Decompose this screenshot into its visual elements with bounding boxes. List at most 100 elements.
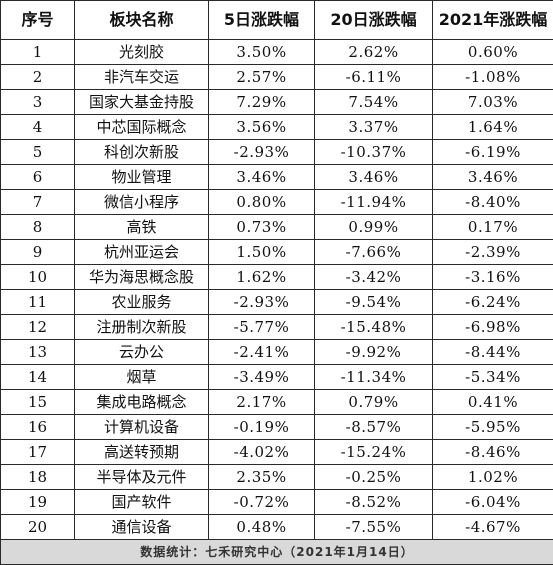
row-20day-change: 3.37%: [315, 115, 433, 140]
row-20day-change: -7.66%: [315, 240, 433, 265]
row-2021-change: -8.40%: [433, 190, 553, 215]
row-sector-name: 国产软件: [75, 490, 209, 515]
row-20day-change: -3.42%: [315, 265, 433, 290]
row-sector-name: 高送转预期: [75, 440, 209, 465]
row-2021-change: 0.60%: [433, 40, 553, 65]
header-2021-change: 2021年涨跌幅: [433, 1, 553, 40]
row-sector-name: 注册制次新股: [75, 315, 209, 340]
row-2021-change: -2.39%: [433, 240, 553, 265]
row-20day-change: -15.48%: [315, 315, 433, 340]
row-index: 15: [1, 390, 75, 415]
row-5day-change: 3.50%: [209, 40, 315, 65]
row-5day-change: 2.35%: [209, 465, 315, 490]
row-index: 1: [1, 40, 75, 65]
row-index: 13: [1, 340, 75, 365]
row-2021-change: -6.19%: [433, 140, 553, 165]
row-index: 18: [1, 465, 75, 490]
row-2021-change: -1.08%: [433, 65, 553, 90]
row-5day-change: 1.50%: [209, 240, 315, 265]
row-index: 2: [1, 65, 75, 90]
row-20day-change: 7.54%: [315, 90, 433, 115]
row-5day-change: -0.19%: [209, 415, 315, 440]
row-index: 7: [1, 190, 75, 215]
row-sector-name: 云办公: [75, 340, 209, 365]
row-sector-name: 科创次新股: [75, 140, 209, 165]
row-sector-name: 高铁: [75, 215, 209, 240]
row-5day-change: 3.56%: [209, 115, 315, 140]
row-index: 9: [1, 240, 75, 265]
row-5day-change: 2.57%: [209, 65, 315, 90]
row-20day-change: -7.55%: [315, 515, 433, 540]
row-index: 16: [1, 415, 75, 440]
row-sector-name: 微信小程序: [75, 190, 209, 215]
row-20day-change: -9.92%: [315, 340, 433, 365]
row-5day-change: -2.93%: [209, 290, 315, 315]
footer-row: 数据统计：七禾研究中心（2021年1月14日）: [1, 540, 553, 565]
row-sector-name: 中芯国际概念: [75, 115, 209, 140]
row-2021-change: -6.98%: [433, 315, 553, 340]
row-2021-change: 1.02%: [433, 465, 553, 490]
row-index: 19: [1, 490, 75, 515]
row-index: 3: [1, 90, 75, 115]
row-2021-change: -8.46%: [433, 440, 553, 465]
row-20day-change: -11.94%: [315, 190, 433, 215]
row-5day-change: 7.29%: [209, 90, 315, 115]
header-index: 序号: [1, 1, 75, 40]
row-index: 20: [1, 515, 75, 540]
header-5day-change: 5日涨跌幅: [209, 1, 315, 40]
row-5day-change: 0.48%: [209, 515, 315, 540]
row-index: 6: [1, 165, 75, 190]
row-2021-change: -5.34%: [433, 365, 553, 390]
row-sector-name: 农业服务: [75, 290, 209, 315]
row-20day-change: 0.79%: [315, 390, 433, 415]
row-index: 17: [1, 440, 75, 465]
row-index: 10: [1, 265, 75, 290]
row-2021-change: -3.16%: [433, 265, 553, 290]
row-20day-change: -10.37%: [315, 140, 433, 165]
row-5day-change: 2.17%: [209, 390, 315, 415]
row-sector-name: 华为海思概念股: [75, 265, 209, 290]
row-index: 12: [1, 315, 75, 340]
row-20day-change: -15.24%: [315, 440, 433, 465]
row-20day-change: 3.46%: [315, 165, 433, 190]
row-2021-change: -5.95%: [433, 415, 553, 440]
row-2021-change: 0.41%: [433, 390, 553, 415]
row-20day-change: 0.99%: [315, 215, 433, 240]
row-index: 14: [1, 365, 75, 390]
row-sector-name: 烟草: [75, 365, 209, 390]
row-2021-change: -4.67%: [433, 515, 553, 540]
row-sector-name: 集成电路概念: [75, 390, 209, 415]
data-source-note: 数据统计：七禾研究中心（2021年1月14日）: [1, 540, 553, 565]
row-5day-change: -2.41%: [209, 340, 315, 365]
row-index: 4: [1, 115, 75, 140]
row-20day-change: -6.11%: [315, 65, 433, 90]
row-20day-change: -0.25%: [315, 465, 433, 490]
row-2021-change: 1.64%: [433, 115, 553, 140]
header-sector-name: 板块名称: [75, 1, 209, 40]
row-20day-change: -9.54%: [315, 290, 433, 315]
row-2021-change: -6.04%: [433, 490, 553, 515]
row-5day-change: 0.80%: [209, 190, 315, 215]
row-5day-change: -3.49%: [209, 365, 315, 390]
row-5day-change: -4.02%: [209, 440, 315, 465]
